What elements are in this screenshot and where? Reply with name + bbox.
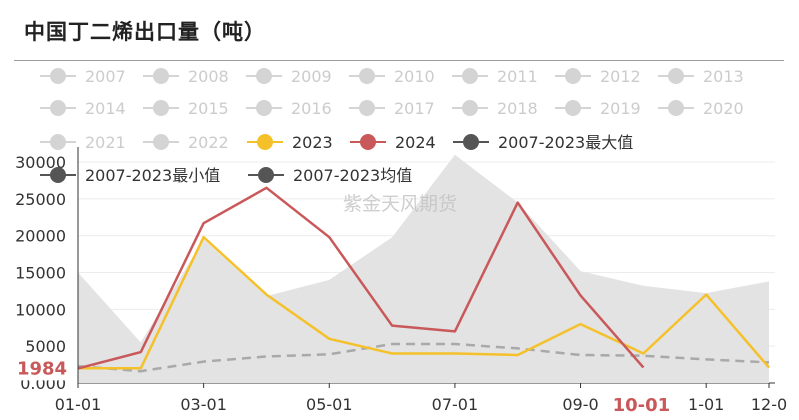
legend-swatch-dot [463, 134, 479, 150]
legend-swatch-dot [668, 100, 684, 116]
legend-swatch-dot [256, 68, 272, 84]
legend-item: 2013 [658, 67, 744, 86]
legend-swatch-dot [50, 167, 66, 183]
legend-swatch-dot [565, 68, 581, 84]
legend-label: 2015 [188, 99, 229, 118]
legend-swatch-dot [50, 134, 66, 150]
legend-swatch-dot [462, 68, 478, 84]
legend-label: 2017 [394, 99, 435, 118]
legend-item: 2017 [349, 99, 435, 118]
y-tick-label: 5000 [25, 337, 66, 356]
legend-item: 2021 [40, 133, 126, 152]
chart-title: 中国丁二烯出口量（吨） [24, 20, 266, 44]
legend-swatch-dot [256, 100, 272, 116]
legend-item: 2009 [246, 67, 332, 86]
legend-item: 2016 [246, 99, 332, 118]
legend-label: 2007-2023最小值 [85, 166, 220, 185]
series-line-2023 [78, 235, 770, 370]
legend-swatch-dot [565, 100, 581, 116]
legend-item: 2018 [452, 99, 538, 118]
x-tick-label: 09-0 [562, 395, 598, 414]
legend-swatch-dot [360, 134, 376, 150]
legend-swatch-dot [153, 100, 169, 116]
legend-label: 2024 [395, 133, 436, 152]
legend-item: 2011 [452, 67, 538, 86]
legend-item: 2008 [143, 67, 229, 86]
x-tick-label: 1-01 [688, 395, 724, 414]
legend-item: 2024 [350, 133, 436, 152]
legend-item: 2020 [658, 99, 744, 118]
x-tick-label: 03-01 [180, 395, 227, 414]
legend-label: 2007 [85, 67, 126, 86]
series-line-2024 [77, 186, 645, 370]
legend-label: 2018 [497, 99, 538, 118]
title-divider [14, 60, 784, 61]
legend-swatch-dot [257, 134, 273, 150]
x-tick-label: 05-01 [306, 395, 353, 414]
x-tick-label: 12-0 [751, 395, 787, 414]
legend-label: 2008 [188, 67, 229, 86]
legend-item: 2012 [555, 67, 641, 86]
legend-item: 2007 [40, 67, 126, 86]
legend-swatch-dot [153, 68, 169, 84]
area-layer [78, 154, 769, 383]
legend-swatch-dot [50, 100, 66, 116]
legend-label: 2009 [291, 67, 332, 86]
legend-label: 2014 [85, 99, 126, 118]
legend-item: 2022 [143, 133, 229, 152]
legend-layer: 2007 2008 2009 2010 2011 2012 2013 2014 2015 2016… [40, 67, 744, 185]
x-tick-label: 07-01 [432, 395, 479, 414]
legend-label: 2019 [600, 99, 641, 118]
line-layer [77, 186, 770, 373]
y-pointer-label: 1984 [17, 358, 67, 379]
legend-label: 2012 [600, 67, 641, 86]
legend-swatch-dot [258, 167, 274, 183]
legend-item: 2007-2023最小值 [40, 166, 220, 185]
legend-label: 2022 [188, 133, 229, 152]
legend-item: 2015 [143, 99, 229, 118]
legend-label: 2007-2023最大值 [498, 133, 633, 152]
y-tick-label: 15000 [15, 264, 66, 283]
x-tick-label: 01-01 [55, 395, 102, 414]
legend-label: 2021 [85, 133, 126, 152]
legend-item: 2007-2023最大值 [453, 133, 633, 152]
legend-swatch-dot [50, 68, 66, 84]
legend-label: 2023 [292, 133, 333, 152]
legend-item: 2007-2023均值 [248, 166, 412, 185]
legend-item: 2010 [349, 67, 435, 86]
legend-swatch-dot [668, 68, 684, 84]
series-area-max [78, 154, 769, 383]
y-tick-label: 20000 [15, 227, 66, 246]
legend-swatch-dot [359, 100, 375, 116]
legend-swatch-dot [153, 134, 169, 150]
y-pointer-box [14, 354, 70, 381]
y-tick-label: 30000 [15, 153, 66, 172]
legend-label: 2020 [703, 99, 744, 118]
legend-label: 2007-2023均值 [293, 166, 412, 185]
legend-label: 2011 [497, 67, 538, 86]
legend-swatch-dot [359, 68, 375, 84]
pointer-layer: 1984 10-01 [14, 354, 670, 416]
legend-label: 2010 [394, 67, 435, 86]
legend-item: 2019 [555, 99, 641, 118]
legend-item: 2023 [247, 133, 333, 152]
legend-item: 2014 [40, 99, 126, 118]
legend-swatch-dot [462, 100, 478, 116]
legend-label: 2016 [291, 99, 332, 118]
y-tick-label: 10000 [15, 300, 66, 319]
y-tick-label: 25000 [15, 190, 66, 209]
series-line-mean [77, 342, 770, 373]
watermark: 紫金天风期货 [343, 193, 457, 215]
legend-label: 2013 [703, 67, 744, 86]
x-pointer-label: 10-01 [613, 395, 671, 416]
